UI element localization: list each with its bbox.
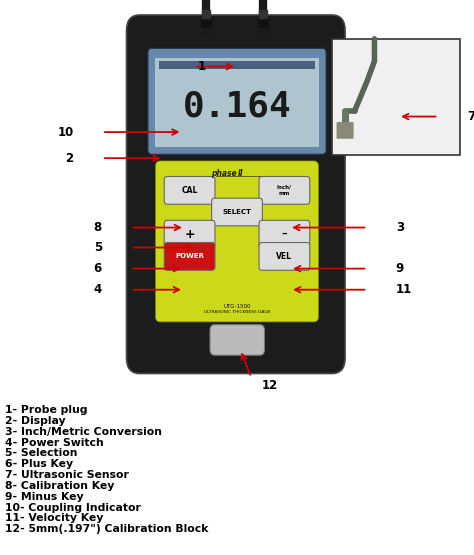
FancyBboxPatch shape: [337, 122, 354, 139]
Text: 4: 4: [94, 283, 102, 296]
FancyBboxPatch shape: [155, 58, 319, 147]
FancyBboxPatch shape: [127, 15, 345, 374]
FancyBboxPatch shape: [164, 220, 215, 248]
Text: 6- Plus Key: 6- Plus Key: [5, 460, 73, 470]
Text: 1: 1: [198, 60, 206, 73]
Text: 9: 9: [396, 262, 404, 275]
FancyBboxPatch shape: [259, 176, 310, 204]
Text: ULTRASONIC THICKNESS GAGE: ULTRASONIC THICKNESS GAGE: [204, 310, 270, 315]
Text: 2- Display: 2- Display: [5, 416, 65, 426]
FancyBboxPatch shape: [148, 48, 326, 154]
Text: phase: phase: [211, 169, 237, 178]
Text: 8: 8: [94, 221, 102, 234]
Text: 7- Ultrasonic Sensor: 7- Ultrasonic Sensor: [5, 470, 128, 480]
Text: 1- Probe plug: 1- Probe plug: [5, 405, 87, 415]
Text: 11: 11: [396, 283, 412, 296]
FancyBboxPatch shape: [164, 243, 215, 270]
Text: VEL: VEL: [276, 252, 292, 261]
Text: –: –: [282, 229, 287, 239]
FancyBboxPatch shape: [210, 325, 264, 355]
Text: 8- Calibration Key: 8- Calibration Key: [5, 481, 114, 491]
Bar: [159, 61, 315, 69]
Text: 10: 10: [57, 125, 73, 139]
Text: 7: 7: [467, 110, 474, 123]
Text: Inch/
mm: Inch/ mm: [277, 185, 292, 196]
Text: II: II: [238, 169, 244, 178]
Text: 12: 12: [262, 379, 278, 392]
Text: 5: 5: [94, 241, 102, 254]
FancyBboxPatch shape: [164, 176, 215, 204]
Text: 3: 3: [396, 221, 404, 234]
Text: 11- Velocity Key: 11- Velocity Key: [5, 513, 103, 523]
FancyBboxPatch shape: [155, 161, 319, 322]
Text: 9- Minus Key: 9- Minus Key: [5, 492, 83, 502]
Text: 4- Power Switch: 4- Power Switch: [5, 437, 103, 448]
Text: 0.164: 0.164: [182, 89, 292, 124]
Text: +: +: [184, 228, 195, 241]
Text: UTG-1500: UTG-1500: [223, 304, 251, 310]
Text: CAL: CAL: [182, 186, 198, 195]
Text: 6: 6: [94, 262, 102, 275]
FancyBboxPatch shape: [259, 243, 310, 270]
FancyBboxPatch shape: [211, 198, 262, 226]
Text: SELECT: SELECT: [222, 209, 252, 215]
Text: 12- 5mm(.197") Calibration Block: 12- 5mm(.197") Calibration Block: [5, 524, 208, 534]
Bar: [332, 39, 460, 155]
Text: 2: 2: [65, 152, 73, 165]
Text: 10- Coupling Indicator: 10- Coupling Indicator: [5, 503, 141, 513]
Text: 3- Inch/Metric Conversion: 3- Inch/Metric Conversion: [5, 427, 162, 437]
Text: 5- Selection: 5- Selection: [5, 448, 77, 458]
Text: POWER: POWER: [175, 254, 204, 259]
FancyBboxPatch shape: [259, 220, 310, 248]
